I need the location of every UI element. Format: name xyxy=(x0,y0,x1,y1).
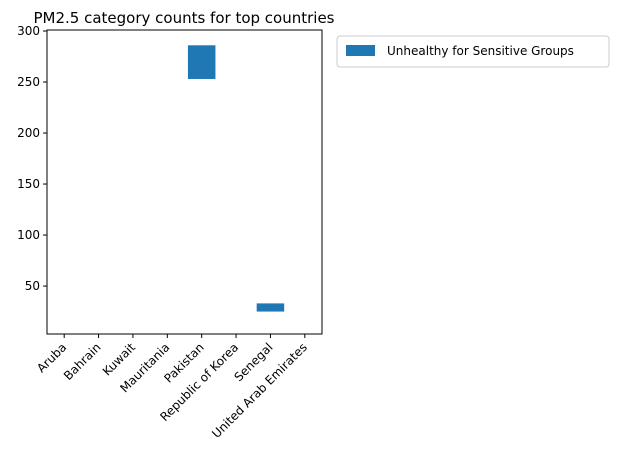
bars-group xyxy=(187,45,285,312)
bar xyxy=(187,45,216,79)
x-axis: ArubaBahrainKuwaitMauritaniaPakistanRepu… xyxy=(34,334,310,441)
y-tick-label: 300 xyxy=(17,24,40,38)
legend-label: Unhealthy for Sensitive Groups xyxy=(387,44,574,58)
y-tick-label: 250 xyxy=(17,75,40,89)
legend-swatch xyxy=(346,45,375,56)
y-axis: 50 100 150 200 250 300 xyxy=(17,24,47,293)
bar xyxy=(256,303,285,312)
y-tick-label: 50 xyxy=(25,279,40,293)
y-tick-label: 150 xyxy=(17,177,40,191)
legend-box xyxy=(336,35,610,68)
plot-frame xyxy=(46,29,323,335)
y-tick-label: 200 xyxy=(17,126,40,140)
legend: Unhealthy for Sensitive Groups xyxy=(336,35,610,68)
chart-title: PM2.5 category counts for top countries xyxy=(33,9,334,27)
x-tick-label: Bahrain xyxy=(61,340,104,383)
y-tick-label: 100 xyxy=(17,228,40,242)
